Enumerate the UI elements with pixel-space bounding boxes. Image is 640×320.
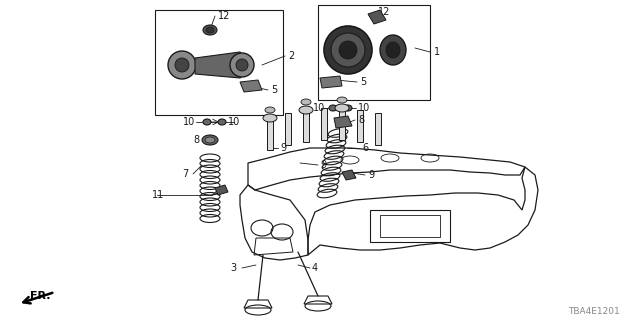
Ellipse shape: [329, 105, 337, 111]
Bar: [339, 108, 345, 140]
Polygon shape: [215, 185, 228, 195]
Bar: [375, 113, 381, 145]
Ellipse shape: [205, 137, 215, 143]
Ellipse shape: [335, 104, 349, 112]
Text: 6: 6: [362, 143, 368, 153]
Polygon shape: [368, 10, 386, 24]
Text: 12: 12: [218, 11, 230, 21]
Text: 3: 3: [230, 263, 236, 273]
Polygon shape: [195, 52, 248, 78]
Ellipse shape: [175, 58, 189, 72]
Ellipse shape: [218, 119, 226, 125]
Ellipse shape: [206, 27, 214, 33]
Ellipse shape: [263, 114, 277, 122]
Ellipse shape: [230, 53, 254, 77]
Ellipse shape: [339, 41, 357, 59]
Ellipse shape: [301, 99, 311, 105]
Text: 1: 1: [434, 47, 440, 57]
Polygon shape: [320, 76, 342, 88]
Text: 9: 9: [280, 143, 286, 153]
Text: 7: 7: [182, 169, 188, 179]
Bar: [267, 118, 273, 150]
Text: 4: 4: [312, 263, 318, 273]
Bar: [380, 215, 440, 237]
Text: 8: 8: [358, 115, 364, 125]
Ellipse shape: [236, 59, 248, 71]
Text: 10: 10: [228, 117, 240, 127]
Bar: [318, 5, 430, 100]
Text: 5: 5: [271, 85, 277, 95]
Polygon shape: [240, 80, 262, 92]
Text: 5: 5: [360, 77, 366, 87]
Ellipse shape: [202, 135, 218, 145]
Text: TBA4E1201: TBA4E1201: [568, 308, 620, 316]
Ellipse shape: [265, 107, 275, 113]
Bar: [155, 10, 283, 115]
Text: 10: 10: [313, 103, 325, 113]
Text: 9: 9: [368, 170, 374, 180]
Text: 11: 11: [152, 190, 164, 200]
Ellipse shape: [380, 35, 406, 65]
Bar: [303, 110, 309, 142]
Bar: [370, 210, 450, 242]
Text: 10: 10: [358, 103, 371, 113]
Text: 8: 8: [193, 135, 199, 145]
Text: FR.: FR.: [30, 291, 51, 301]
Ellipse shape: [203, 119, 211, 125]
Ellipse shape: [331, 33, 365, 67]
Ellipse shape: [299, 106, 313, 114]
Ellipse shape: [337, 97, 347, 103]
Text: 2: 2: [288, 51, 294, 61]
Ellipse shape: [344, 105, 352, 111]
Bar: [357, 110, 363, 142]
Ellipse shape: [386, 42, 400, 58]
Polygon shape: [342, 170, 356, 180]
Bar: [321, 108, 327, 140]
Polygon shape: [334, 116, 352, 128]
Ellipse shape: [168, 51, 196, 79]
Ellipse shape: [203, 25, 217, 35]
Ellipse shape: [324, 26, 372, 74]
Text: 10: 10: [183, 117, 195, 127]
Text: 12: 12: [378, 7, 390, 17]
Bar: [285, 113, 291, 145]
Text: 9: 9: [320, 160, 326, 170]
